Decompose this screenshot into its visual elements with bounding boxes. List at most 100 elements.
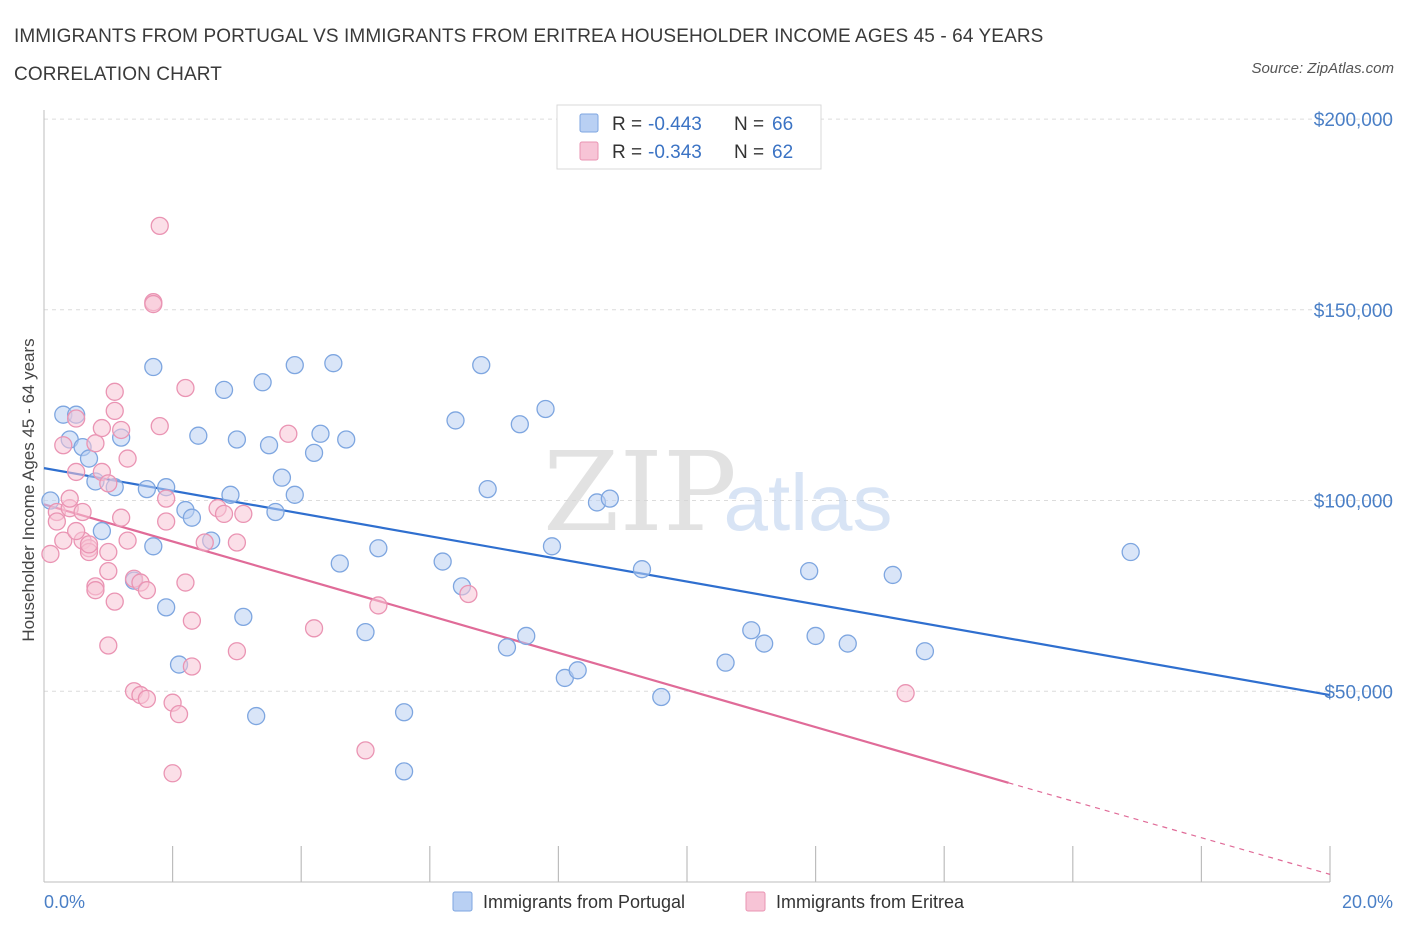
- point-portugal-5: [79, 449, 99, 468]
- y-tick-label-0: $50,000: [1324, 682, 1393, 703]
- legend-r-value-1: -0.443: [648, 114, 702, 135]
- point-portugal-15: [157, 598, 176, 617]
- legend-r-label-2: R =: [612, 142, 642, 163]
- point-eritrea-55: [304, 619, 324, 638]
- point-eritrea-4: [54, 436, 73, 455]
- point-portugal-61: [806, 626, 825, 646]
- point-eritrea-50: [214, 504, 234, 524]
- point-eritrea-7: [67, 462, 86, 482]
- point-eritrea-3: [54, 531, 73, 550]
- point-eritrea-13: [79, 535, 99, 554]
- y-tick-labels: $50,000 $100,000 $150,000 $200,000: [1314, 110, 1393, 703]
- point-portugal-58: [742, 621, 761, 640]
- point-portugal-57: [716, 653, 735, 672]
- point-portugal-11: [137, 479, 157, 499]
- point-eritrea-40: [157, 512, 176, 531]
- point-portugal-44: [472, 355, 491, 375]
- legend-n-value-1: 66: [772, 114, 793, 135]
- bottom-legend-label-portugal: Immigrants from Portugal: [483, 892, 685, 912]
- point-portugal-9: [92, 521, 112, 541]
- point-eritrea-19: [99, 474, 118, 493]
- bottom-legend: Immigrants from Portugal Immigrants from…: [452, 891, 965, 912]
- point-eritrea-47: [182, 657, 202, 676]
- point-portugal-46: [497, 638, 517, 657]
- point-portugal-54: [600, 489, 619, 508]
- point-eritrea-2: [47, 512, 67, 531]
- point-portugal-38: [369, 539, 388, 558]
- y-tick-label-3: $200,000: [1314, 110, 1393, 131]
- point-portugal-56: [652, 687, 671, 707]
- x-tick-label-1: 20.0%: [1342, 892, 1393, 912]
- point-portugal-27: [259, 436, 279, 455]
- point-eritrea-24: [105, 592, 124, 611]
- point-portugal-49: [536, 399, 555, 419]
- point-eritrea-10: [73, 502, 92, 522]
- point-portugal-41: [433, 552, 452, 571]
- axes: [43, 110, 1331, 883]
- point-eritrea-48: [195, 533, 214, 552]
- point-portugal-25: [247, 706, 266, 726]
- point-eritrea-14: [86, 434, 105, 453]
- point-portugal-29: [272, 468, 292, 487]
- point-portugal-39: [394, 703, 414, 722]
- watermark-zip: ZIP: [543, 428, 737, 556]
- x-tick-label-0: 0.0%: [44, 892, 85, 912]
- point-portugal-30: [285, 485, 304, 504]
- point-portugal-28: [266, 502, 285, 522]
- grid: [44, 118, 1392, 692]
- point-eritrea-57: [369, 596, 388, 615]
- legend-n-value-2: 62: [772, 142, 793, 163]
- point-portugal-12: [144, 357, 163, 377]
- point-portugal-36: [337, 430, 356, 449]
- y-tick-label-1: $100,000: [1314, 492, 1393, 513]
- legend-r-label-1: R =: [612, 114, 642, 135]
- point-eritrea-21: [99, 561, 118, 581]
- point-portugal-31: [285, 355, 304, 375]
- point-portugal-45: [478, 479, 497, 499]
- point-eritrea-22: [105, 382, 124, 401]
- trend-line-extension-eritrea: [1008, 782, 1331, 875]
- point-portugal-42: [446, 411, 465, 430]
- point-portugal-34: [324, 354, 343, 373]
- point-eritrea-6: [60, 489, 79, 508]
- watermark-atlas: atlas: [724, 458, 893, 547]
- source-note: Source: ZipAtlas.com: [1251, 60, 1394, 77]
- legend-swatch-portugal: [579, 113, 599, 133]
- bottom-legend-swatch-eritrea: [745, 891, 766, 912]
- point-portugal-65: [1121, 542, 1140, 562]
- point-eritrea-36: [144, 294, 163, 314]
- point-portugal-48: [517, 626, 536, 646]
- point-portugal-40: [394, 762, 414, 781]
- point-eritrea-26: [112, 420, 131, 440]
- point-eritrea-45: [176, 378, 195, 398]
- point-eritrea-20: [99, 542, 118, 562]
- point-eritrea-28: [118, 531, 137, 550]
- point-portugal-18: [182, 508, 202, 527]
- point-eritrea-52: [227, 642, 247, 661]
- legend-box: R = -0.443 N = 66 R = -0.343 N = 62: [556, 104, 822, 170]
- point-portugal-19: [189, 426, 208, 445]
- point-eritrea-16: [86, 581, 105, 600]
- point-portugal-22: [221, 485, 240, 504]
- point-eritrea-8: [67, 409, 86, 428]
- legend-n-label-1: N =: [734, 114, 764, 135]
- data-points: [41, 216, 1140, 783]
- point-eritrea-27: [118, 449, 137, 468]
- point-portugal-26: [253, 373, 272, 392]
- legend-swatch-eritrea: [579, 141, 599, 161]
- point-portugal-55: [632, 560, 652, 579]
- y-tick-label-2: $150,000: [1314, 301, 1393, 322]
- point-portugal-24: [234, 607, 253, 627]
- legend-r-value-2: -0.343: [648, 142, 702, 163]
- trend-line-portugal: [43, 467, 1331, 697]
- point-eritrea-37: [150, 417, 169, 436]
- point-portugal-33: [311, 424, 330, 443]
- point-portugal-35: [330, 554, 349, 573]
- point-eritrea-42: [163, 764, 182, 783]
- bottom-legend-swatch-portugal: [452, 891, 473, 912]
- point-eritrea-0: [41, 544, 60, 564]
- point-eritrea-54: [279, 424, 298, 443]
- point-eritrea-46: [182, 611, 202, 630]
- watermark: ZIP atlas: [543, 428, 892, 556]
